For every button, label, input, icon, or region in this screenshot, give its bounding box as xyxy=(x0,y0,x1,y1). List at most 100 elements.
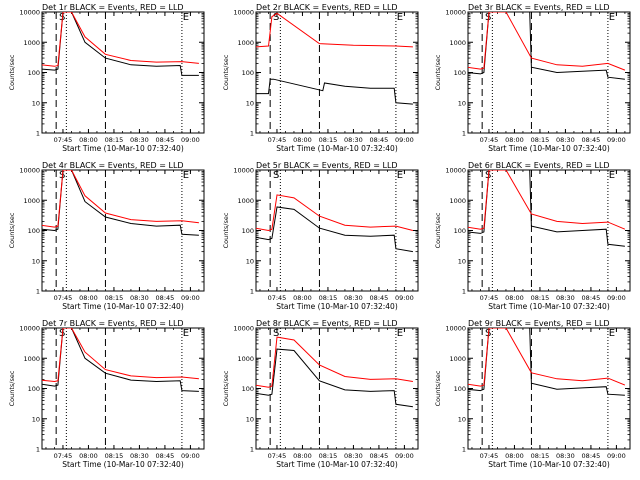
series-line-events xyxy=(468,170,625,247)
y-axis-label: Counts/sec xyxy=(8,212,16,248)
x-tick-label: 08:45 xyxy=(582,136,601,144)
x-axis-label: Start Time (10-Mar-10 07:32:40) xyxy=(276,460,398,469)
y-axis-label: Counts/sec xyxy=(434,54,442,90)
x-tick-label: 09:00 xyxy=(395,294,414,302)
x-tick-label: 08:30 xyxy=(556,294,575,302)
y-tick-label: 10000 xyxy=(445,9,466,17)
y-tick-label: 10 xyxy=(32,415,40,423)
panel-title: Det 4r BLACK = Events, RED = LLD xyxy=(42,161,184,170)
x-tick-label: 08:45 xyxy=(582,452,601,460)
panel-title: Det 9r BLACK = Events, RED = LLD xyxy=(468,319,610,328)
x-tick-label: 07:45 xyxy=(268,136,287,144)
x-axis-label: Start Time (10-Mar-10 07:32:40) xyxy=(488,144,610,153)
series-line-events xyxy=(256,348,413,408)
end-marker-label: E xyxy=(609,12,615,23)
x-tick-label: 08:45 xyxy=(582,294,601,302)
x-axis-label: Start Time (10-Mar-10 07:32:40) xyxy=(488,302,610,311)
series-line-events xyxy=(256,206,413,253)
y-tick-label: 1000 xyxy=(237,355,254,363)
panel-title: Det 2r BLACK = Events, RED = LLD xyxy=(256,3,398,12)
x-axis-label: Start Time (10-Mar-10 07:32:40) xyxy=(276,302,398,311)
end-marker-label: E xyxy=(183,12,189,23)
y-tick-label: 100 xyxy=(454,69,466,77)
end-marker-label: E xyxy=(183,170,189,181)
x-tick-label: 08:15 xyxy=(319,294,338,302)
series-line-lld xyxy=(468,12,626,71)
panel-8: Det 8r BLACK = Events, RED = LLD 1 10 100 10… xyxy=(222,319,419,469)
y-tick-label: 10000 xyxy=(233,9,254,17)
series-line-lld xyxy=(256,336,413,388)
x-axis-label: Start Time (10-Mar-10 07:32:40) xyxy=(62,460,184,469)
x-tick-label: 08:15 xyxy=(319,452,338,460)
x-tick-label: 08:15 xyxy=(319,136,338,144)
panel-1: Det 1r BLACK = Events, RED = LLD 1 10 100 10… xyxy=(8,3,205,153)
panel-7: Det 7r BLACK = Events, RED = LLD 1 10 100 10… xyxy=(8,319,205,469)
series-line-events xyxy=(42,328,199,392)
y-tick-label: 100 xyxy=(28,69,40,77)
x-tick-label: 07:45 xyxy=(480,452,499,460)
x-tick-label: 07:45 xyxy=(268,294,287,302)
end-marker-label: E xyxy=(397,328,403,339)
x-tick-label: 07:45 xyxy=(480,294,499,302)
panel-title: Det 8r BLACK = Events, RED = LLD xyxy=(256,319,398,328)
x-tick-label: 08:00 xyxy=(505,452,524,460)
panel-title: Det 6r BLACK = Events, RED = LLD xyxy=(468,161,610,170)
y-tick-label: 1 xyxy=(250,130,254,138)
x-tick-label: 08:00 xyxy=(505,136,524,144)
x-tick-label: 08:15 xyxy=(105,136,124,144)
x-tick-label: 08:30 xyxy=(556,136,575,144)
start-marker-label: S xyxy=(273,12,279,23)
x-tick-label: 09:00 xyxy=(607,294,626,302)
series-line-events xyxy=(256,78,413,105)
y-tick-label: 1 xyxy=(250,446,254,454)
start-marker-label: S xyxy=(273,170,279,181)
y-tick-label: 1000 xyxy=(449,39,466,47)
series-line-lld xyxy=(42,170,199,228)
x-tick-label: 08:30 xyxy=(344,136,363,144)
x-tick-label: 08:45 xyxy=(370,452,389,460)
y-tick-label: 100 xyxy=(242,227,254,235)
end-marker-label: E xyxy=(609,328,615,339)
y-axis-label: Counts/sec xyxy=(222,212,230,248)
y-tick-label: 100 xyxy=(28,227,40,235)
x-tick-label: 08:00 xyxy=(79,452,98,460)
x-tick-label: 08:45 xyxy=(370,294,389,302)
x-tick-label: 08:15 xyxy=(105,294,124,302)
x-axis-label: Start Time (10-Mar-10 07:32:40) xyxy=(276,144,398,153)
x-tick-label: 07:45 xyxy=(54,452,73,460)
y-axis-label: Counts/sec xyxy=(434,212,442,248)
y-tick-label: 1 xyxy=(36,130,40,138)
panel-9: Det 9r BLACK = Events, RED = LLD 1 10 100 10… xyxy=(434,319,631,469)
x-axis-label: Start Time (10-Mar-10 07:32:40) xyxy=(488,460,610,469)
x-tick-label: 09:00 xyxy=(607,136,626,144)
x-tick-label: 08:15 xyxy=(531,136,550,144)
series-line-events xyxy=(42,170,199,236)
y-tick-label: 1000 xyxy=(23,355,40,363)
y-tick-label: 1 xyxy=(462,288,466,296)
panel-4: Det 4r BLACK = Events, RED = LLD 1 10 100 10… xyxy=(8,161,205,311)
y-tick-label: 1000 xyxy=(449,197,466,205)
x-tick-label: 08:45 xyxy=(370,136,389,144)
y-axis-label: Counts/sec xyxy=(222,370,230,406)
x-tick-label: 09:00 xyxy=(181,294,200,302)
end-marker-label: E xyxy=(609,170,615,181)
y-tick-label: 10000 xyxy=(445,325,466,333)
x-tick-label: 08:30 xyxy=(344,452,363,460)
series-line-lld xyxy=(256,194,414,232)
y-tick-label: 1 xyxy=(462,130,466,138)
y-tick-label: 10 xyxy=(246,99,254,107)
series-line-lld xyxy=(42,12,199,67)
x-tick-label: 08:45 xyxy=(156,294,175,302)
x-axis-label: Start Time (10-Mar-10 07:32:40) xyxy=(62,144,184,153)
panel-title: Det 3r BLACK = Events, RED = LLD xyxy=(468,3,610,12)
panel-title: Det 1r BLACK = Events, RED = LLD xyxy=(42,3,184,12)
x-tick-label: 08:15 xyxy=(105,452,124,460)
y-tick-label: 1 xyxy=(462,446,466,454)
end-marker-label: E xyxy=(397,12,403,23)
x-tick-label: 07:45 xyxy=(54,136,73,144)
y-tick-label: 10 xyxy=(458,99,466,107)
y-axis-label: Counts/sec xyxy=(8,370,16,406)
y-tick-label: 1000 xyxy=(237,197,254,205)
end-marker-label: E xyxy=(183,328,189,339)
end-marker-label: E xyxy=(397,170,403,181)
